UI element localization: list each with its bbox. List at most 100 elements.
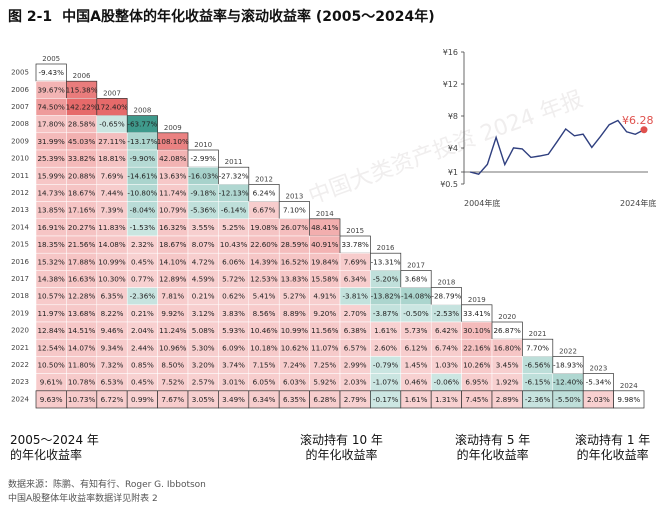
matrix-value: 6.42% — [435, 326, 458, 335]
r10-label-line2: 的年化收益率 — [305, 448, 378, 462]
matrix-value: 7.69% — [101, 171, 124, 180]
mini-y-tick-label: ¥4 — [448, 144, 458, 153]
matrix-value: -6.15% — [525, 378, 551, 387]
matrix-value: 16.80% — [493, 343, 521, 352]
matrix-value: 10.30% — [98, 275, 126, 284]
matrix-value: 16.52% — [281, 257, 309, 266]
matrix-value: 7.45% — [465, 395, 488, 404]
matrix-value: 18.81% — [98, 154, 126, 163]
matrix-value: 6.72% — [101, 395, 124, 404]
matrix-value: 2.60% — [374, 343, 397, 352]
matrix-value: 2.79% — [344, 395, 367, 404]
matrix-value: 27.11% — [98, 137, 126, 146]
row-year-label: 2010 — [11, 155, 29, 163]
matrix-value: 11.80% — [68, 361, 96, 370]
matrix-value: -5.50% — [555, 395, 581, 404]
matrix-value: 6.12% — [405, 343, 428, 352]
matrix-value: 3.74% — [222, 361, 245, 370]
matrix-value: 3.55% — [192, 223, 215, 232]
matrix-value: 3.12% — [192, 309, 215, 318]
matrix-value: -13.17% — [127, 137, 157, 146]
column-year-label: 2021 — [529, 330, 547, 338]
matrix-value: 14.10% — [159, 257, 187, 266]
matrix-value: 10.79% — [159, 206, 187, 215]
matrix-value: 45.03% — [68, 137, 96, 146]
matrix-value: 9.92% — [161, 309, 184, 318]
column-year-label: 2006 — [73, 72, 91, 80]
matrix-value: 20.88% — [68, 171, 96, 180]
matrix-value: 16.63% — [68, 275, 96, 284]
matrix-value: 13.85% — [37, 206, 65, 215]
title-text: 中国A股整体的年化收益率与滚动收益率 (2005～2024年) — [62, 9, 435, 25]
matrix-value: 5.27% — [283, 292, 306, 301]
mini-last-value: ¥6.28 — [622, 114, 654, 127]
matrix-value: 3.83% — [222, 309, 245, 318]
matrix-value: 9.98% — [617, 395, 640, 404]
matrix-value: 7.24% — [283, 361, 306, 370]
matrix-value: 30.10% — [463, 326, 491, 335]
matrix-value: -5.34% — [586, 378, 612, 387]
matrix-value: -1.53% — [130, 223, 156, 232]
matrix-value: 33.41% — [463, 309, 491, 318]
matrix-value: -9.90% — [130, 154, 156, 163]
matrix-value: 0.62% — [222, 292, 245, 301]
matrix-value: 3.05% — [192, 395, 215, 404]
mini-y-tick-label: ¥8 — [448, 112, 458, 121]
matrix-value: 10.73% — [68, 395, 96, 404]
matrix-value: -12.13% — [219, 189, 249, 198]
matrix-value: 13.83% — [281, 275, 309, 284]
matrix-value: -1.07% — [373, 378, 399, 387]
matrix-value: 14.73% — [37, 189, 65, 198]
matrix-cell — [613, 390, 645, 409]
matrix-value: 11.83% — [98, 223, 126, 232]
row-year-label: 2007 — [11, 103, 29, 111]
matrix-value: -0.50% — [403, 309, 429, 318]
matrix-value: 6.35% — [283, 395, 306, 404]
matrix-value: 6.05% — [253, 378, 276, 387]
growth-line-chart: ¥0.5 ¥1 ¥4 ¥8 ¥12 ¥16 ¥6.28 2004年底 2024年底 — [440, 48, 656, 208]
r5-label-line1: 滚动持有 5 年 — [455, 433, 531, 447]
matrix-value: -12.40% — [553, 378, 583, 387]
matrix-value: 10.78% — [68, 378, 96, 387]
matrix-value: -0.06% — [434, 378, 460, 387]
r10-label-line1: 滚动持有 10 年 — [300, 433, 383, 447]
matrix-value: 5.72% — [222, 275, 245, 284]
matrix-value: 142.22% — [66, 103, 98, 112]
matrix-value: 172.40% — [96, 103, 128, 112]
matrix-value: 28.59% — [281, 240, 309, 249]
matrix-value: 6.28% — [313, 395, 336, 404]
row-year-label: 2008 — [11, 120, 29, 128]
rolling-1y-label: 滚动持有 1 年 的年化收益率 — [575, 433, 650, 463]
matrix-value: 17.80% — [37, 120, 65, 129]
row-year-label: 2015 — [11, 241, 29, 249]
matrix-value: 7.70% — [526, 343, 549, 352]
matrix-value: 4.59% — [192, 275, 215, 284]
matrix-value: 8.50% — [161, 361, 184, 370]
matrix-value: 18.67% — [68, 189, 96, 198]
matrix-value: 10.50% — [37, 361, 65, 370]
row-year-label: 2018 — [11, 292, 29, 300]
matrix-value: 31.99% — [37, 137, 65, 146]
matrix-value: 9.61% — [40, 378, 63, 387]
matrix-value: 3.45% — [496, 361, 519, 370]
matrix-value: 26.07% — [281, 223, 309, 232]
matrix-value: 11.07% — [311, 343, 339, 352]
matrix-value: 33.78% — [341, 240, 369, 249]
column-year-label: 2013 — [285, 193, 303, 201]
matrix-value: 5.73% — [405, 326, 428, 335]
matrix-value: 6.06% — [222, 257, 245, 266]
matrix-value: -14.08% — [401, 292, 431, 301]
matrix-value: 42.08% — [159, 154, 187, 163]
column-year-label: 2018 — [437, 279, 455, 287]
column-year-label: 2024 — [620, 382, 638, 390]
matrix-value: 3.20% — [192, 361, 215, 370]
matrix-value: 15.32% — [37, 257, 65, 266]
matrix-value: 6.53% — [101, 378, 124, 387]
matrix-value: -2.36% — [525, 395, 551, 404]
row-year-label: 2005 — [11, 69, 29, 77]
matrix-value: 39.67% — [37, 85, 65, 94]
matrix-value: 2.04% — [131, 326, 154, 335]
annual-label-line1: 2005～2024 年 — [10, 433, 99, 447]
matrix-value: 16.91% — [37, 223, 65, 232]
mini-y-tick-label: ¥16 — [443, 48, 458, 57]
